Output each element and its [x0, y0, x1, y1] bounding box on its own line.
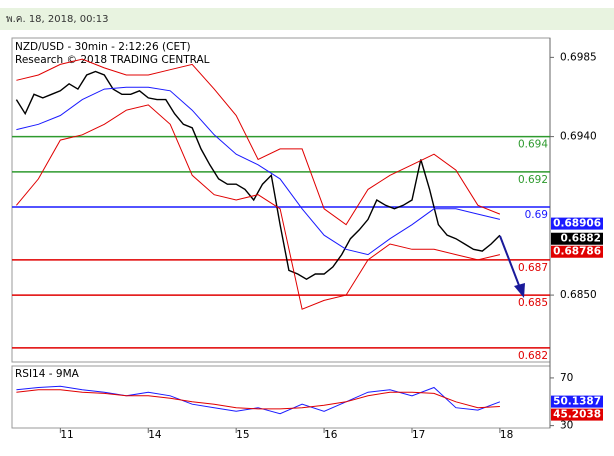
main-panel: [11, 37, 551, 363]
last-value-box: [551, 217, 603, 230]
last-value-box: [551, 232, 603, 245]
forecast-arrow: [499, 235, 521, 289]
y-tick-label: 0.6850: [560, 289, 597, 301]
header-bar: [0, 8, 614, 30]
level-label: 0.692: [518, 174, 548, 186]
chart-title: NZD/USD - 30min - 2:12:26 (CET): [15, 41, 191, 53]
last-value-label: 0.68906: [553, 218, 601, 230]
level-label: 0.682: [518, 350, 548, 362]
rsi-title: RSI14 - 9MA: [15, 368, 80, 380]
level-label: 0.687: [518, 262, 548, 274]
forecast-arrowhead: [514, 283, 525, 298]
series-line: [16, 389, 500, 410]
y-tick-label: 30: [560, 420, 573, 432]
last-value-label: 0.68786: [553, 246, 601, 258]
x-tick-label: 14: [148, 429, 162, 441]
last-value-label: 0.6882: [560, 233, 601, 245]
last-value-box: [551, 408, 603, 421]
y-tick-label: 0.6985: [560, 51, 597, 63]
level-label: 0.685: [518, 297, 548, 309]
x-tick-label: 15: [236, 429, 249, 441]
series-line: [16, 58, 501, 226]
y-tick-label: 70: [560, 372, 573, 384]
last-value-box: [551, 245, 603, 258]
rsi-panel: [11, 365, 551, 429]
x-tick-label: 18: [500, 429, 513, 441]
series-line: [16, 86, 501, 256]
level-label: 0.69: [525, 209, 548, 221]
x-tick-label: 17: [412, 429, 425, 441]
timestamp: พ.ค. 18, 2018, 00:13: [6, 14, 109, 25]
last-value-label: 50.1387: [553, 396, 601, 408]
series-line: [15, 70, 501, 281]
level-label: 0.694: [518, 139, 548, 151]
x-tick-label: 11: [60, 429, 73, 441]
last-value-label: 45.2038: [553, 409, 601, 421]
x-tick-label: 16: [324, 429, 338, 441]
last-value-box: [551, 395, 603, 408]
series-line: [16, 104, 501, 310]
chart-subtitle: Research © 2018 TRADING CENTRAL: [15, 54, 210, 66]
y-tick-label: 0.6940: [560, 131, 597, 143]
main-plot: 0.6985 0.6940 0.6850 0.694 0.692 0.69 0.687 0.6…: [12, 51, 603, 362]
